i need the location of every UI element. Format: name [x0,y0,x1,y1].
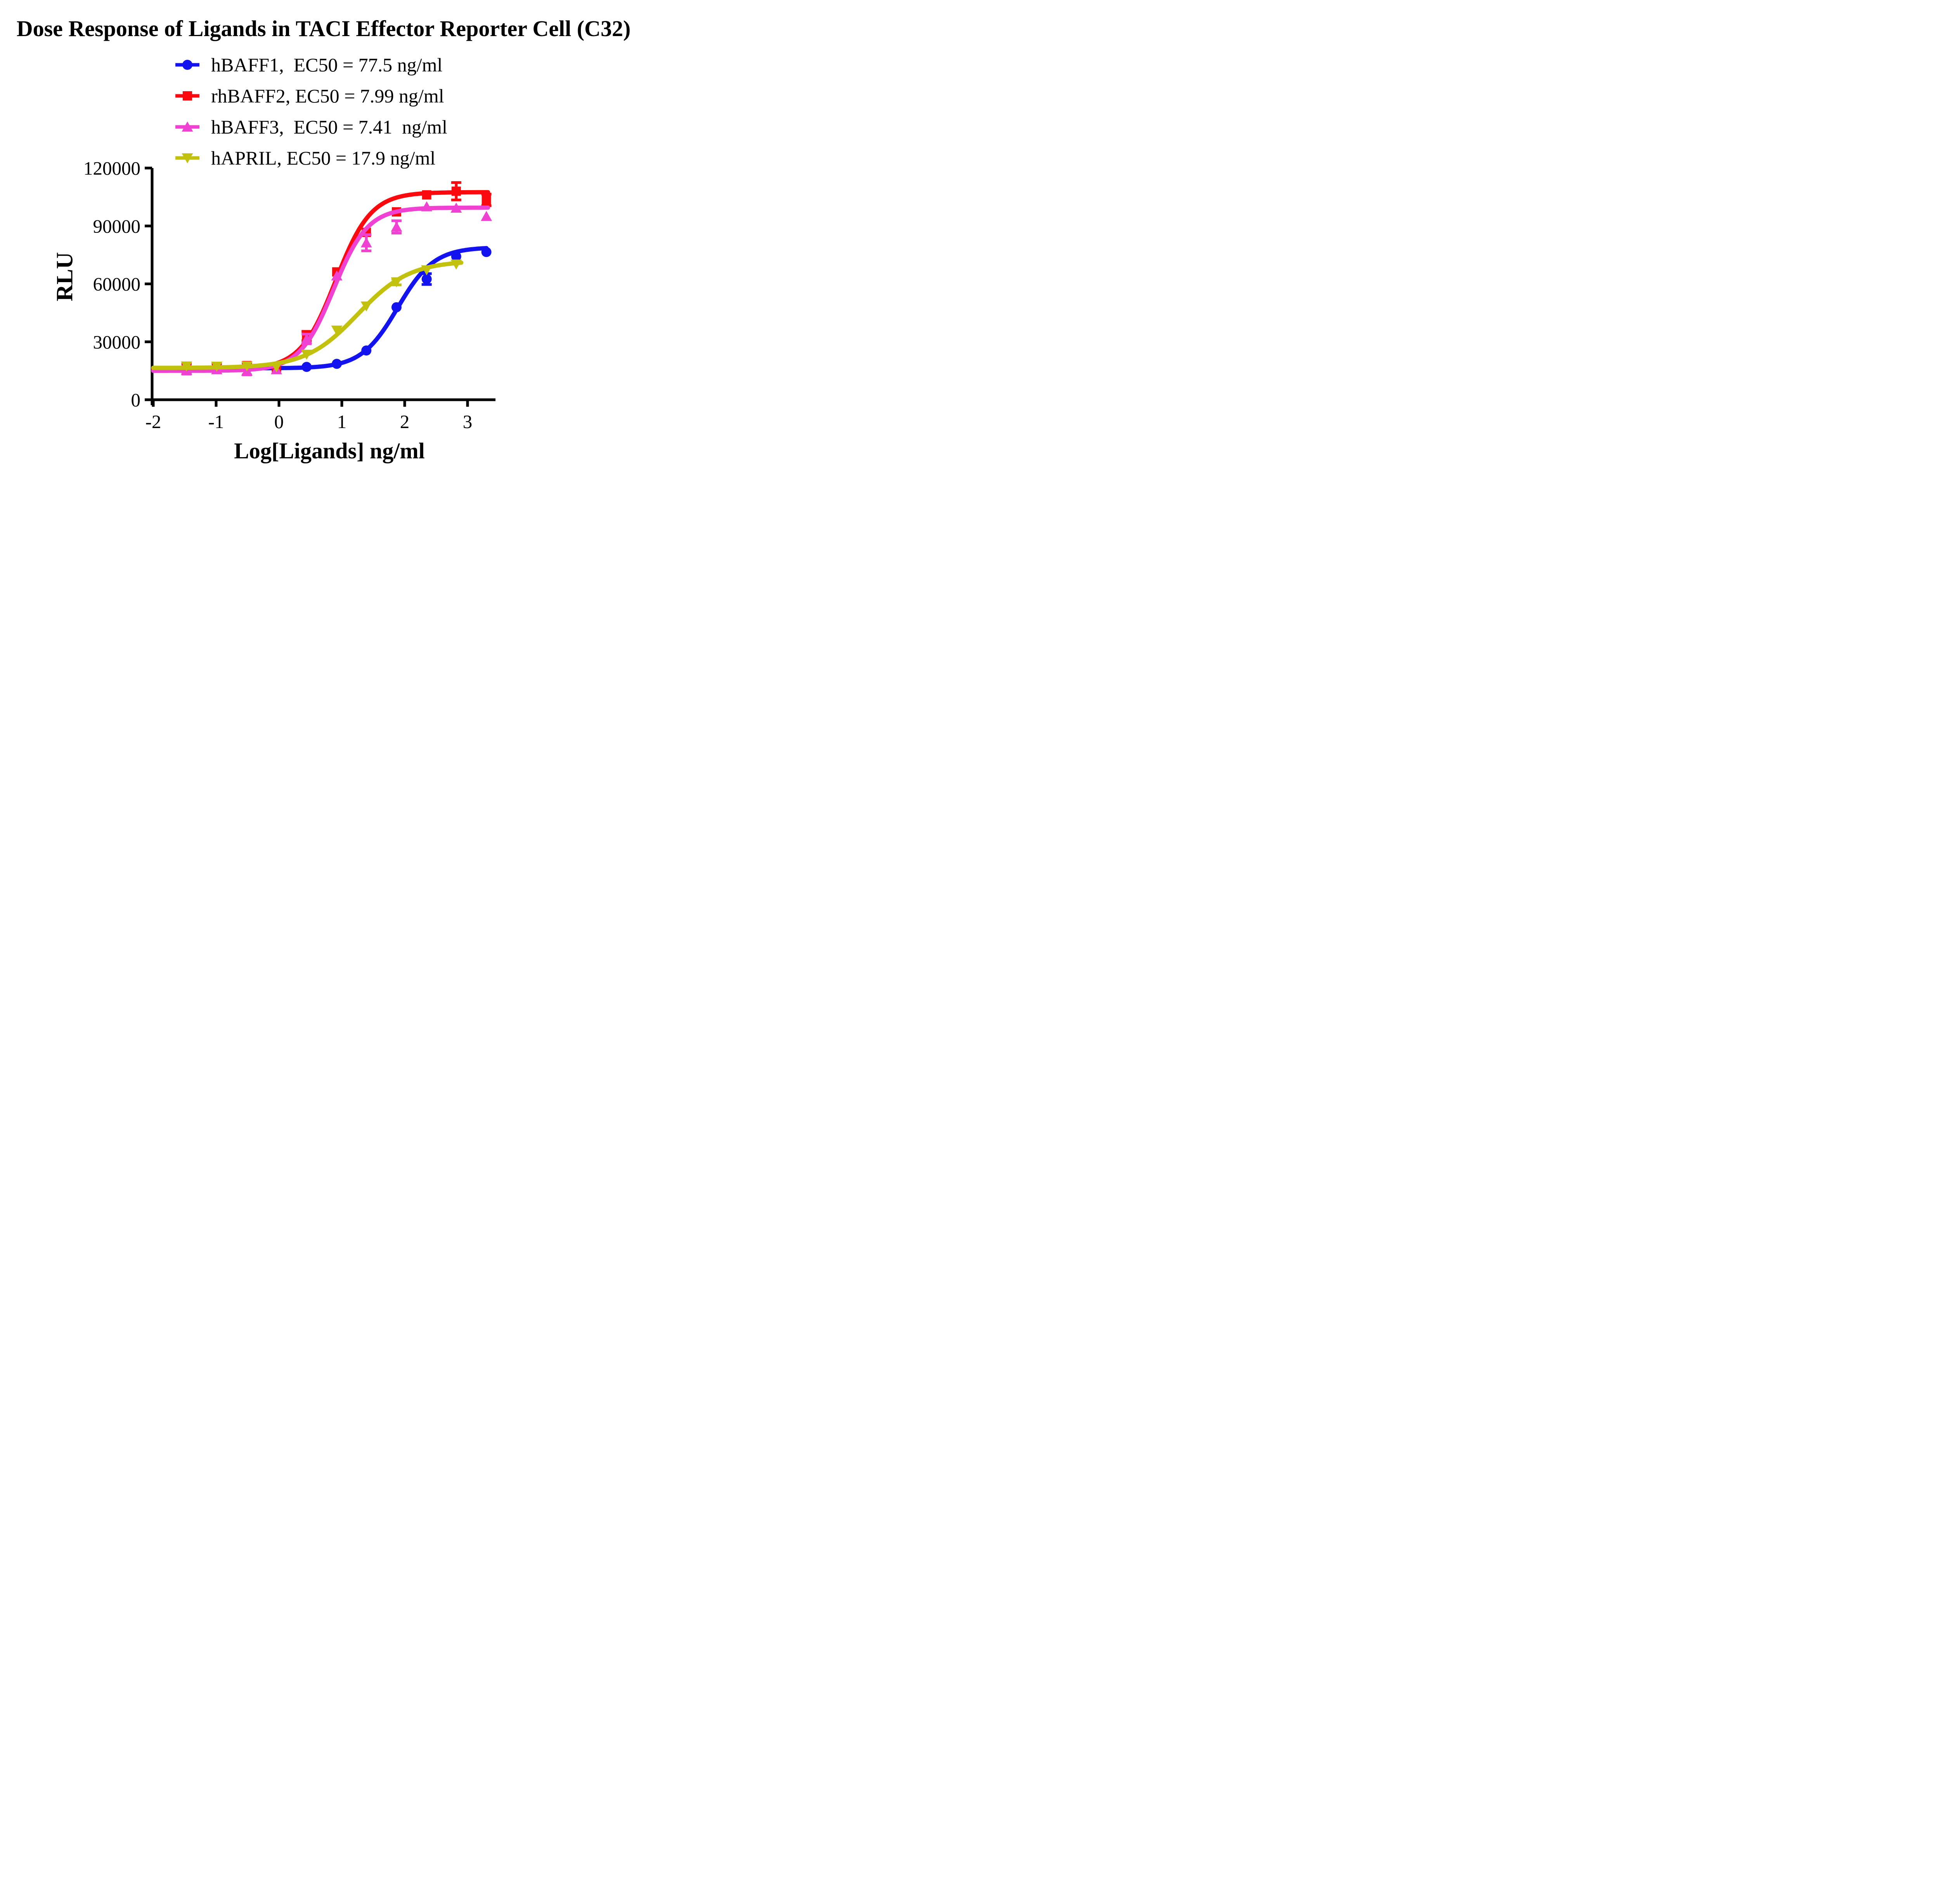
x-tick-label: 1 [337,411,347,432]
y-axis-title: RLU [52,252,78,302]
chart-title: Dose Response of Ligands in TACI Effecto… [16,16,631,41]
data-point-hAPRIL [391,277,402,288]
x-tick-label: 2 [400,411,410,432]
legend-marker-square-icon [175,87,200,104]
x-axis-title: Log[Ligands] ng/ml [234,438,425,463]
data-point-rhBAFF2 [422,190,431,200]
data-point-hAPRIL [241,361,253,371]
series-hAPRIL [151,259,464,373]
data-point-hBAFF1 [421,274,432,284]
data-point-hBAFF1 [332,359,342,369]
data-point-hBAFF3 [301,333,312,344]
data-point-hBAFF3 [481,211,492,221]
data-point-hBAFF3 [450,202,462,213]
fit-curve-hBAFF3 [151,205,490,373]
legend-marker-triangle-up-icon [175,118,200,135]
data-point-hBAFF1 [301,362,312,372]
data-point-hAPRIL [421,265,433,276]
page-root: { "title": "Dose Response of Ligands in … [0,0,647,476]
y-tick-label: 30000 [93,331,141,353]
data-point-hAPRIL [271,362,282,373]
fit-curve-rhBAFF2 [151,190,490,371]
legend-row-hbaff3: hBAFF3, EC50 = 7.41 ng/ml [175,111,447,142]
data-point-hBAFF1 [391,302,402,312]
data-point-hBAFF1 [361,345,372,356]
legend-marker-circle-icon [175,56,200,73]
data-point-hAPRIL [360,301,372,312]
data-point-hAPRIL [181,361,192,372]
series-hBAFF3 [151,201,492,376]
legend: hBAFF1, EC50 = 77.5 ng/ml rhBAFF2, EC50 … [175,49,447,173]
data-point-hBAFF3 [331,270,343,281]
y-tick-label: 60000 [93,274,141,295]
legend-row-hapril: hAPRIL, EC50 = 17.9 ng/ml [175,142,447,173]
data-point-hAPRIL [450,259,462,270]
data-point-hBAFF1 [481,247,492,257]
data-point-rhBAFF2 [482,195,491,205]
data-point-hAPRIL [211,361,223,372]
x-tick-label: 3 [463,411,473,432]
x-tick-label: 0 [274,411,284,432]
y-tick-label: 120000 [83,158,140,179]
y-tick-label: 0 [131,389,141,411]
legend-row-rhbaff2: rhBAFF2, EC50 = 7.99 ng/ml [175,80,447,111]
legend-row-hbaff1: hBAFF1, EC50 = 77.5 ng/ml [175,49,447,80]
legend-label-rhbaff2: rhBAFF2, EC50 = 7.99 ng/ml [211,85,444,107]
data-point-hBAFF3 [360,237,372,248]
tick-labels: 0 30000 60000 90000 120000 -2 -1 0 1 2 3 [83,158,472,432]
x-tick-label: -1 [208,411,224,432]
dose-response-plot: 0 30000 60000 90000 120000 -2 -1 0 1 2 3 [83,158,495,432]
data-point-hAPRIL [301,350,312,360]
legend-label-hbaff3: hBAFF3, EC50 = 7.41 ng/ml [211,116,447,138]
legend-marker-triangle-down-icon [175,149,200,166]
legend-label-hapril: hAPRIL, EC50 = 17.9 ng/ml [211,147,436,169]
axes [145,166,495,407]
legend-label-hbaff1: hBAFF1, EC50 = 77.5 ng/ml [211,54,443,76]
data-point-hBAFF3 [421,201,433,212]
y-tick-label: 90000 [93,215,141,237]
data-point-hBAFF3 [391,221,402,232]
data-point-hBAFF1 [451,251,461,262]
data-point-hAPRIL [331,325,343,336]
x-tick-label: -2 [146,411,161,432]
data-point-rhBAFF2 [451,186,461,196]
